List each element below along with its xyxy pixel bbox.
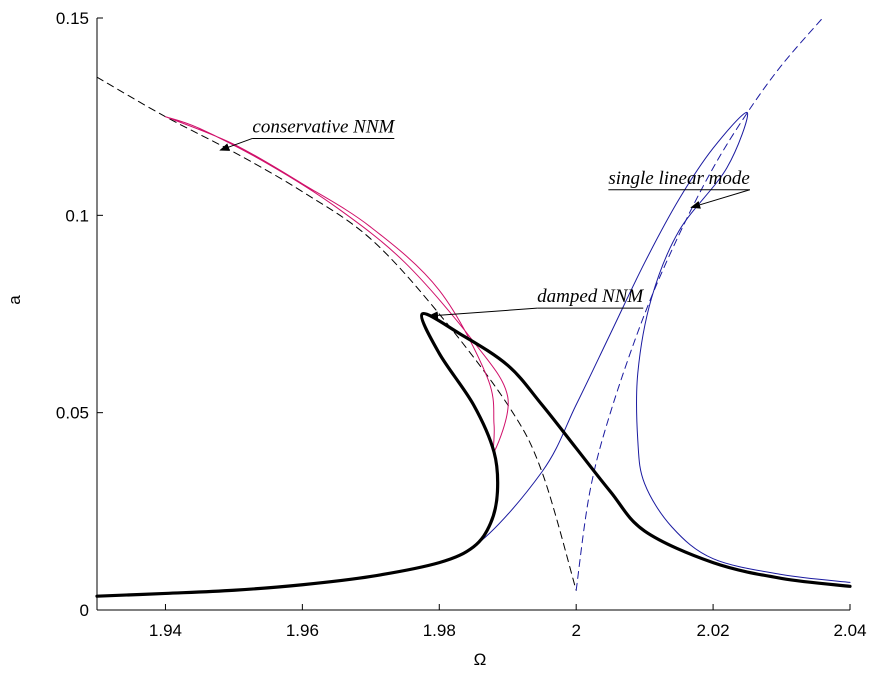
annotation-label: single linear mode [608,168,749,189]
annotation-arrow [690,189,750,209]
y-tick-label: 0.15 [56,9,89,28]
axes [96,18,850,611]
annotation-label: damped NNM [537,286,644,307]
y-tick-label: 0 [80,601,89,620]
series-layer [95,17,852,598]
x-axis-title: Ω [474,650,487,669]
x-tick-label: 2.02 [697,621,730,640]
series-backbone-left [96,76,577,591]
ticks: 1.94 1.96 1.98 2 2.02 2.04 0 0.05 0.1 0.15 [56,9,867,640]
series-conservative-nnm [164,116,509,454]
series-single-linear-mode [404,112,851,583]
x-tick-label: 2.04 [833,621,866,640]
annotations: conservative NNM single linear mode damped… [219,116,750,320]
x-tick-label: 2 [571,621,580,640]
annotation-label: conservative NNM [252,116,395,137]
x-tick-label: 1.98 [423,621,456,640]
y-tick-label: 0.1 [65,206,89,225]
series-damped-nnm [95,311,852,598]
annotation-arrow [428,307,538,320]
series-backbone-right [575,17,824,591]
x-tick-label: 1.96 [286,621,319,640]
y-axis-title: a [5,295,24,305]
annotation-arrow [219,137,253,151]
y-tick-label: 0.05 [56,404,89,423]
x-tick-label: 1.94 [149,621,182,640]
